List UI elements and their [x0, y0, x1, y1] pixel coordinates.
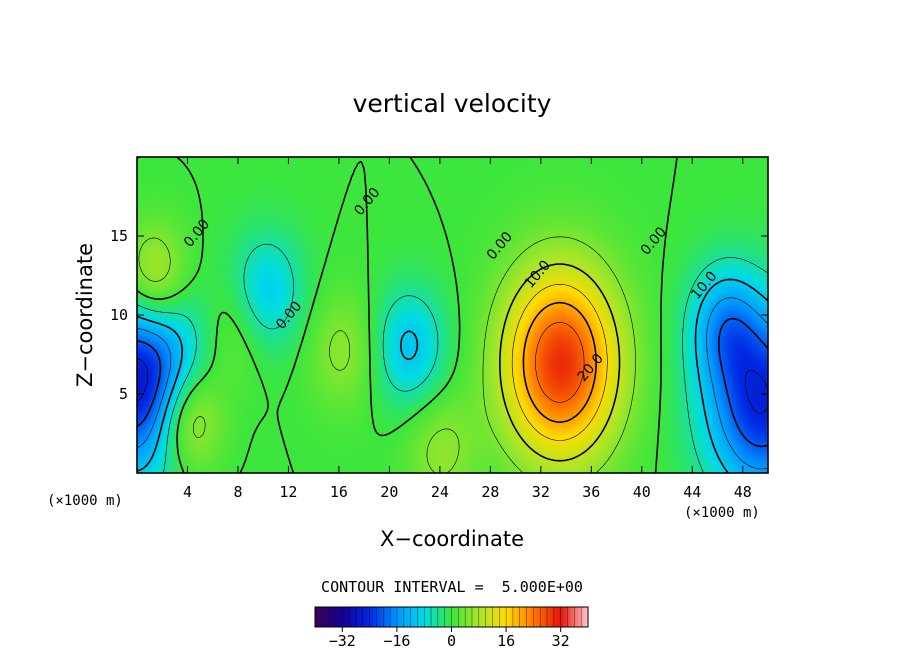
- contour-lines: [137, 157, 768, 473]
- contour-line: [137, 243, 768, 473]
- x-tick-label: 12: [279, 483, 297, 501]
- colorbar-tick-label: −16: [383, 632, 410, 650]
- y-tick-label: 10: [110, 306, 128, 324]
- x-tick-label: 40: [633, 483, 651, 501]
- colorbar-tick-label: 32: [552, 632, 570, 650]
- y-tick-label: 5: [119, 385, 128, 403]
- y-axis-label: Z−coordinate: [73, 243, 97, 387]
- x-tick-label: 44: [683, 483, 701, 501]
- contour-line: [511, 284, 608, 441]
- contour-line: [138, 236, 636, 473]
- contour-line: [137, 297, 768, 470]
- x-tick-label: 16: [330, 483, 348, 501]
- colorbar-ticks: −32 −16 0 16 32: [329, 627, 570, 650]
- contour-line: [535, 322, 585, 403]
- chart-title: vertical velocity: [353, 89, 552, 118]
- contour-line: [499, 263, 621, 462]
- contour-line: [137, 278, 768, 473]
- y-axis-ticks: 5 10 15: [110, 227, 768, 403]
- x-axis-label: X−coordinate: [380, 527, 524, 551]
- colorbar-tick-label: 0: [447, 632, 456, 650]
- colorbar: −32 −16 0 16 32: [314, 606, 589, 650]
- x-tick-label: 48: [734, 483, 752, 501]
- x-axis-ticks: 4 8 12 16 20 24 28 32 36 40 44 48: [183, 157, 752, 501]
- contour-interval-text: CONTOUR INTERVAL = 5.000E+00: [321, 578, 583, 596]
- colorbar-tick-label: 16: [497, 632, 515, 650]
- velocity-field: [137, 157, 768, 473]
- x-tick-label: 20: [380, 483, 398, 501]
- x-tick-label: 28: [481, 483, 499, 501]
- contour-line: [137, 317, 768, 448]
- y-tick-label: 15: [110, 227, 128, 245]
- x-unit-label: (×1000 m): [684, 505, 760, 521]
- y-unit-label: (×1000 m): [47, 493, 123, 509]
- colorbar-tick-label: −32: [329, 632, 356, 650]
- x-tick-label: 8: [233, 483, 242, 501]
- x-tick-label: 24: [431, 483, 449, 501]
- colorbar-steps: [321, 607, 582, 627]
- x-tick-label: 32: [532, 483, 550, 501]
- x-tick-label: 4: [183, 483, 192, 501]
- contour-line: [522, 301, 597, 423]
- x-tick-label: 36: [582, 483, 600, 501]
